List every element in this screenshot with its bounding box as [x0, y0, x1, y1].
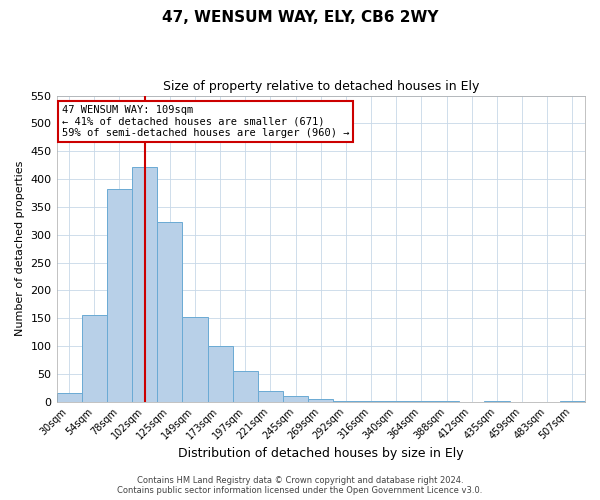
- Bar: [132, 168, 157, 402]
- Title: Size of property relative to detached houses in Ely: Size of property relative to detached ho…: [163, 80, 479, 93]
- Bar: [334, 400, 359, 402]
- Bar: [233, 371, 258, 402]
- Text: 47 WENSUM WAY: 109sqm
← 41% of detached houses are smaller (671)
59% of semi-det: 47 WENSUM WAY: 109sqm ← 41% of detached …: [62, 104, 349, 138]
- Bar: [208, 346, 233, 402]
- X-axis label: Distribution of detached houses by size in Ely: Distribution of detached houses by size …: [178, 447, 464, 460]
- Text: 47, WENSUM WAY, ELY, CB6 2WY: 47, WENSUM WAY, ELY, CB6 2WY: [162, 10, 438, 25]
- Bar: [182, 316, 208, 402]
- Bar: [560, 401, 585, 402]
- Bar: [308, 399, 334, 402]
- Y-axis label: Number of detached properties: Number of detached properties: [15, 161, 25, 336]
- Bar: [409, 401, 434, 402]
- Bar: [484, 401, 509, 402]
- Bar: [82, 316, 107, 402]
- Bar: [359, 400, 383, 402]
- Bar: [434, 401, 459, 402]
- Bar: [157, 222, 182, 402]
- Bar: [107, 188, 132, 402]
- Bar: [56, 394, 82, 402]
- Bar: [258, 390, 283, 402]
- Bar: [283, 396, 308, 402]
- Bar: [383, 401, 409, 402]
- Text: Contains HM Land Registry data © Crown copyright and database right 2024.
Contai: Contains HM Land Registry data © Crown c…: [118, 476, 482, 495]
